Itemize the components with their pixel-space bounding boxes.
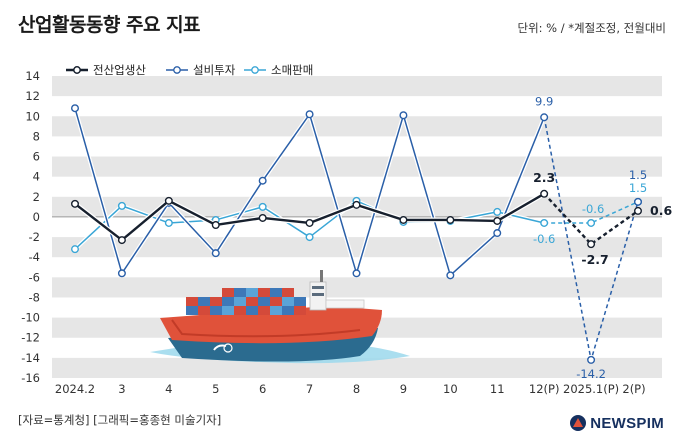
x-tick-label: 2024.2	[55, 382, 95, 396]
legend-retail: 소매판매	[271, 63, 313, 77]
y-tick-label: 14	[25, 69, 40, 83]
data-label-retail: 1.5	[629, 181, 647, 195]
data-point-investment	[211, 249, 220, 258]
y-tick-label: 0	[33, 210, 40, 224]
data-point-production	[493, 216, 502, 225]
data-point-production	[117, 236, 126, 245]
y-tick-label: -4	[29, 250, 40, 264]
data-point-retail	[540, 218, 549, 227]
data-point-production	[587, 240, 596, 249]
data-point-investment	[493, 229, 502, 238]
data-point-retail	[587, 218, 596, 227]
y-tick-label: -16	[21, 371, 40, 385]
data-point-retail	[117, 201, 126, 210]
data-point-retail	[164, 218, 173, 227]
data-label-investment: 1.5	[629, 168, 647, 182]
data-point-production	[258, 213, 267, 222]
y-axis: 14 12 10 8 6 4 2 0 -2 -4 -6 -8 -10 -12 -14 -16	[21, 69, 40, 385]
newspim-logo: NEWSPIM	[569, 414, 664, 432]
x-axis: 2024.2 3 4 5 6 7 8 9 10 11 12(P) 2025.1(P) 2(P)	[55, 382, 646, 396]
data-point-production	[70, 199, 79, 208]
data-label-retail: -0.6	[582, 202, 604, 216]
data-point-investment	[540, 113, 549, 122]
data-point-investment	[70, 104, 79, 113]
x-tick-label: 7	[306, 382, 313, 396]
x-tick-label: 4	[165, 382, 172, 396]
data-point-production	[352, 200, 361, 209]
grid-band	[52, 116, 662, 137]
data-label-investment: 9.9	[535, 94, 553, 108]
grid-band	[52, 156, 662, 177]
data-point-investment	[446, 271, 455, 280]
y-tick-label: -14	[21, 351, 40, 365]
x-tick-label: 9	[400, 382, 407, 396]
data-point-investment	[305, 110, 314, 119]
data-label-retail: -0.6	[533, 232, 555, 246]
y-tick-label: 8	[33, 129, 40, 143]
x-tick-label: 5	[212, 382, 219, 396]
logo-text: NEWSPIM	[590, 414, 664, 432]
y-tick-label: 10	[25, 109, 40, 123]
unit-note: 단위: % / *계절조정, 전월대비	[517, 21, 666, 35]
y-tick-label: -10	[21, 311, 40, 325]
data-point-investment	[399, 111, 408, 120]
y-tick-label: 12	[25, 89, 40, 103]
data-point-retail	[258, 202, 267, 211]
data-point-investment	[117, 269, 126, 278]
y-tick-label: -2	[29, 230, 40, 244]
series-line-dashed-production	[543, 192, 639, 246]
x-tick-label: 10	[443, 382, 458, 396]
data-label-production: 0.6	[650, 203, 672, 218]
data-point-retail	[305, 233, 314, 242]
data-point-production	[305, 218, 314, 227]
data-point-production	[211, 220, 220, 229]
data-label-production: -2.7	[581, 252, 608, 267]
data-point-production	[540, 189, 549, 198]
legend-production: 전산업생산	[93, 63, 146, 77]
y-tick-label: 2	[33, 190, 40, 204]
legend: 전산업생산 설비투자 소매판매	[66, 63, 313, 77]
data-point-production	[399, 215, 408, 224]
y-tick-label: 6	[33, 150, 40, 164]
y-tick-label: -6	[29, 270, 40, 284]
x-tick-label: 6	[259, 382, 266, 396]
data-point-retail	[493, 207, 502, 216]
data-point-investment	[587, 355, 596, 364]
data-point-investment	[258, 176, 267, 185]
legend-investment: 설비투자	[193, 63, 236, 77]
source-credit: [자료=통계청] [그래픽=홍종현 미술기자]	[18, 413, 222, 427]
grid-band	[52, 277, 662, 298]
y-tick-label: 4	[33, 170, 40, 184]
x-tick-label: 11	[490, 382, 505, 396]
data-label-production: 2.3	[533, 170, 555, 185]
grid-band	[52, 357, 662, 378]
series-line-dashed-retail	[544, 201, 639, 224]
data-label-investment: -14.2	[576, 367, 606, 381]
grid-band	[52, 76, 662, 97]
x-tick-label: 12(P)	[529, 382, 560, 396]
x-tick-label: 2(P)	[622, 382, 645, 396]
data-point-retail	[70, 245, 79, 254]
chart-title: 산업활동동향 주요 지표	[18, 14, 201, 36]
data-point-production	[164, 196, 173, 205]
data-point-investment	[634, 197, 643, 206]
logo-mark-icon	[570, 415, 587, 431]
x-tick-label: 2025.1(P)	[563, 382, 619, 396]
x-tick-label: 3	[118, 382, 125, 396]
y-tick-label: -8	[29, 290, 40, 304]
x-tick-label: 8	[353, 382, 360, 396]
ship-illustration	[150, 270, 410, 364]
data-point-investment	[352, 269, 361, 278]
y-tick-label: -12	[21, 331, 40, 345]
data-labels: 2.3 -2.7 0.6 9.9 -14.2 1.5 -0.6 -0.6 1.5	[533, 94, 673, 381]
data-point-production	[634, 206, 643, 215]
data-point-production	[446, 215, 455, 224]
series-lines	[70, 104, 643, 364]
